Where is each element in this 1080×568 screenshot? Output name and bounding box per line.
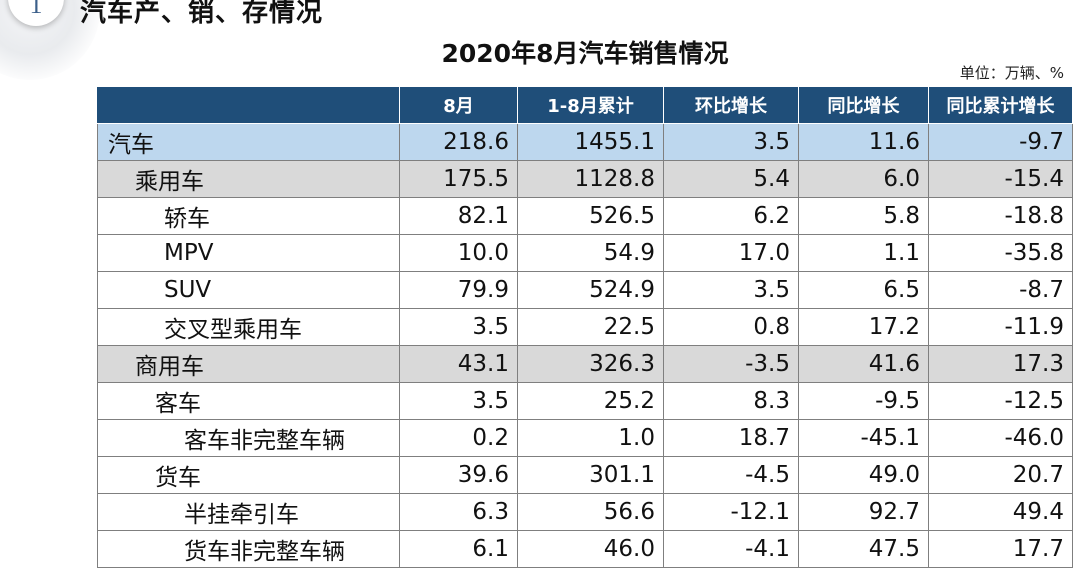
header-cell-cumulative: 1-8月累计 <box>517 86 664 124</box>
table-title: 2020年8月汽车销售情况 <box>441 39 729 68</box>
section-title: 汽车产、销、存情况 <box>80 0 324 28</box>
cell-mom-growth: -4.1 <box>663 530 799 568</box>
cell-mom-growth: 3.5 <box>663 271 799 309</box>
row-label: 客车非完整车辆 <box>97 419 400 457</box>
cell-yoy-cumulative-growth: -9.7 <box>928 123 1073 161</box>
cell-yoy-growth: 92.7 <box>798 493 929 531</box>
cell-yoy-cumulative-growth: 49.4 <box>928 493 1073 531</box>
cell-mom-growth: 18.7 <box>663 419 799 457</box>
row-label: 汽车 <box>97 123 400 161</box>
table-row: 半挂牵引车 6.3 56.6 -12.1 92.7 49.4 <box>97 493 1073 531</box>
cell-mom-growth: -4.5 <box>663 456 799 494</box>
sales-table: 8月 1-8月累计 环比增长 同比增长 同比累计增长 汽车 218.6 1455.1… <box>97 86 1073 568</box>
cell-yoy-cumulative-growth: 20.7 <box>928 456 1073 494</box>
row-label: 乘用车 <box>97 160 400 198</box>
cell-month: 218.6 <box>399 123 518 161</box>
cell-cumulative: 1.0 <box>517 419 664 457</box>
cell-mom-growth: -12.1 <box>663 493 799 531</box>
cell-month: 6.1 <box>399 530 518 568</box>
header-cell-yoy-growth: 同比增长 <box>798 86 929 124</box>
row-label: 客车 <box>97 382 400 420</box>
cell-cumulative: 326.3 <box>517 345 664 383</box>
table-row: 货车 39.6 301.1 -4.5 49.0 20.7 <box>97 456 1073 494</box>
table-row: MPV 10.0 54.9 17.0 1.1 -35.8 <box>97 234 1073 272</box>
cell-yoy-growth: 17.2 <box>798 308 929 346</box>
cell-yoy-growth: 1.1 <box>798 234 929 272</box>
header-row: 8月 1-8月累计 环比增长 同比增长 同比累计增长 <box>97 86 1073 124</box>
cell-cumulative: 1128.8 <box>517 160 664 198</box>
cell-cumulative: 46.0 <box>517 530 664 568</box>
header-cell-category <box>97 86 400 124</box>
row-label: 半挂牵引车 <box>97 493 400 531</box>
cell-month: 6.3 <box>399 493 518 531</box>
cell-month: 10.0 <box>399 234 518 272</box>
cell-yoy-cumulative-growth: -11.9 <box>928 308 1073 346</box>
cell-yoy-growth: 47.5 <box>798 530 929 568</box>
cell-month: 3.5 <box>399 308 518 346</box>
cell-cumulative: 56.6 <box>517 493 664 531</box>
table-row: 乘用车 175.5 1128.8 5.4 6.0 -15.4 <box>97 160 1073 198</box>
cell-yoy-cumulative-growth: -12.5 <box>928 382 1073 420</box>
cell-yoy-growth: 11.6 <box>798 123 929 161</box>
cell-month: 82.1 <box>399 197 518 235</box>
cell-cumulative: 25.2 <box>517 382 664 420</box>
cell-month: 43.1 <box>399 345 518 383</box>
cell-mom-growth: 17.0 <box>663 234 799 272</box>
cell-cumulative: 22.5 <box>517 308 664 346</box>
cell-yoy-growth: 49.0 <box>798 456 929 494</box>
cell-yoy-growth: -45.1 <box>798 419 929 457</box>
cell-mom-growth: 6.2 <box>663 197 799 235</box>
row-label: MPV <box>97 234 400 272</box>
cell-cumulative: 301.1 <box>517 456 664 494</box>
cell-month: 79.9 <box>399 271 518 309</box>
row-label: 交叉型乘用车 <box>97 308 400 346</box>
cell-month: 3.5 <box>399 382 518 420</box>
cell-cumulative: 54.9 <box>517 234 664 272</box>
row-label: 轿车 <box>97 197 400 235</box>
row-label: 货车非完整车辆 <box>97 530 400 568</box>
table-row: 轿车 82.1 526.5 6.2 5.8 -18.8 <box>97 197 1073 235</box>
cell-yoy-growth: 6.5 <box>798 271 929 309</box>
cell-yoy-cumulative-growth: -35.8 <box>928 234 1073 272</box>
header-cell-month: 8月 <box>399 86 518 124</box>
table-row: SUV 79.9 524.9 3.5 6.5 -8.7 <box>97 271 1073 309</box>
table-row: 交叉型乘用车 3.5 22.5 0.8 17.2 -11.9 <box>97 308 1073 346</box>
cell-yoy-cumulative-growth: 17.7 <box>928 530 1073 568</box>
cell-cumulative: 1455.1 <box>517 123 664 161</box>
table-row: 商用车 43.1 326.3 -3.5 41.6 17.3 <box>97 345 1073 383</box>
cell-mom-growth: 3.5 <box>663 123 799 161</box>
cell-month: 175.5 <box>399 160 518 198</box>
cell-yoy-cumulative-growth: -46.0 <box>928 419 1073 457</box>
table-body: 汽车 218.6 1455.1 3.5 11.6 -9.7 乘用车 175.5 1128.8 5.… <box>97 123 1073 568</box>
cell-yoy-cumulative-growth: 17.3 <box>928 345 1073 383</box>
table-row: 客车非完整车辆 0.2 1.0 18.7 -45.1 -46.0 <box>97 419 1073 457</box>
cell-yoy-cumulative-growth: -18.8 <box>928 197 1073 235</box>
cell-cumulative: 526.5 <box>517 197 664 235</box>
table-row: 货车非完整车辆 6.1 46.0 -4.1 47.5 17.7 <box>97 530 1073 568</box>
cell-mom-growth: 5.4 <box>663 160 799 198</box>
cell-month: 39.6 <box>399 456 518 494</box>
cell-mom-growth: 8.3 <box>663 382 799 420</box>
row-label: 货车 <box>97 456 400 494</box>
cell-yoy-growth: -9.5 <box>798 382 929 420</box>
cell-cumulative: 524.9 <box>517 271 664 309</box>
section-number: 1 <box>29 0 43 19</box>
header-cell-mom-growth: 环比增长 <box>663 86 799 124</box>
cell-mom-growth: 0.8 <box>663 308 799 346</box>
cell-mom-growth: -3.5 <box>663 345 799 383</box>
header-cell-yoy-cumulative-growth: 同比累计增长 <box>928 86 1073 124</box>
unit-label: 单位：万辆、% <box>959 64 1064 82</box>
table-row: 汽车 218.6 1455.1 3.5 11.6 -9.7 <box>97 123 1073 161</box>
cell-yoy-cumulative-growth: -15.4 <box>928 160 1073 198</box>
cell-month: 0.2 <box>399 419 518 457</box>
table-row: 客车 3.5 25.2 8.3 -9.5 -12.5 <box>97 382 1073 420</box>
row-label: 商用车 <box>97 345 400 383</box>
cell-yoy-growth: 41.6 <box>798 345 929 383</box>
cell-yoy-growth: 6.0 <box>798 160 929 198</box>
row-label: SUV <box>97 271 400 309</box>
cell-yoy-growth: 5.8 <box>798 197 929 235</box>
cell-yoy-cumulative-growth: -8.7 <box>928 271 1073 309</box>
